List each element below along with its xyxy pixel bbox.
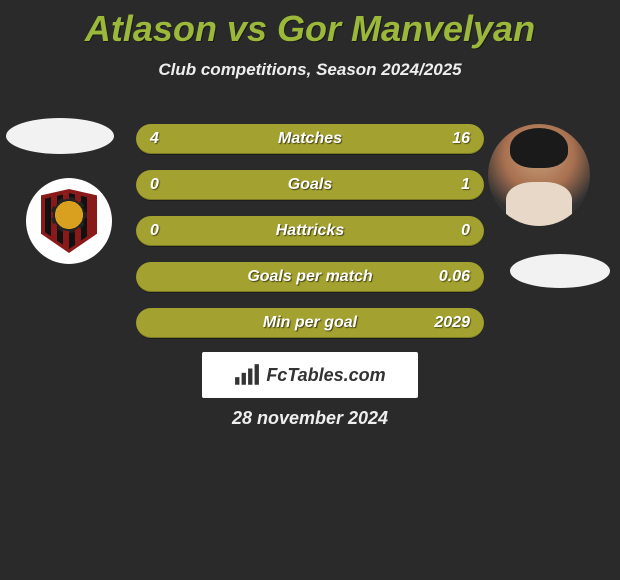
player-right-avatar	[488, 124, 590, 226]
stat-right-value: 16	[440, 130, 470, 148]
brand-badge[interactable]: FcTables.com	[202, 352, 418, 398]
stat-right-value: 1	[440, 176, 470, 194]
date-text: 28 november 2024	[0, 408, 620, 429]
bar-chart-icon	[234, 364, 260, 386]
stat-label: Goals	[136, 176, 484, 194]
player-left-club-badge	[26, 178, 112, 264]
player-left-avatar	[6, 118, 114, 154]
stat-row-min-per-goal: Min per goal 2029	[136, 308, 484, 338]
stat-right-value: 0	[440, 222, 470, 240]
stat-right-value: 2029	[434, 314, 470, 332]
stat-row-goals-per-match: Goals per match 0.06	[136, 262, 484, 292]
subtitle: Club competitions, Season 2024/2025	[0, 60, 620, 80]
club-shield-icon	[41, 189, 97, 253]
stat-row-goals: 0 Goals 1	[136, 170, 484, 200]
stat-row-hattricks: 0 Hattricks 0	[136, 216, 484, 246]
stats-panel: 4 Matches 16 0 Goals 1 0 Hattricks 0 Goa…	[136, 124, 484, 354]
stat-right-value: 0.06	[439, 268, 470, 286]
stat-row-matches: 4 Matches 16	[136, 124, 484, 154]
player-right-club-badge	[510, 254, 610, 288]
stat-label: Matches	[136, 130, 484, 148]
comparison-card: Atlason vs Gor Manvelyan Club competitio…	[0, 0, 620, 580]
stat-label: Goals per match	[136, 268, 484, 286]
page-title: Atlason vs Gor Manvelyan	[0, 0, 620, 50]
stat-label: Min per goal	[136, 314, 484, 332]
stat-label: Hattricks	[136, 222, 484, 240]
brand-text: FcTables.com	[266, 365, 385, 386]
